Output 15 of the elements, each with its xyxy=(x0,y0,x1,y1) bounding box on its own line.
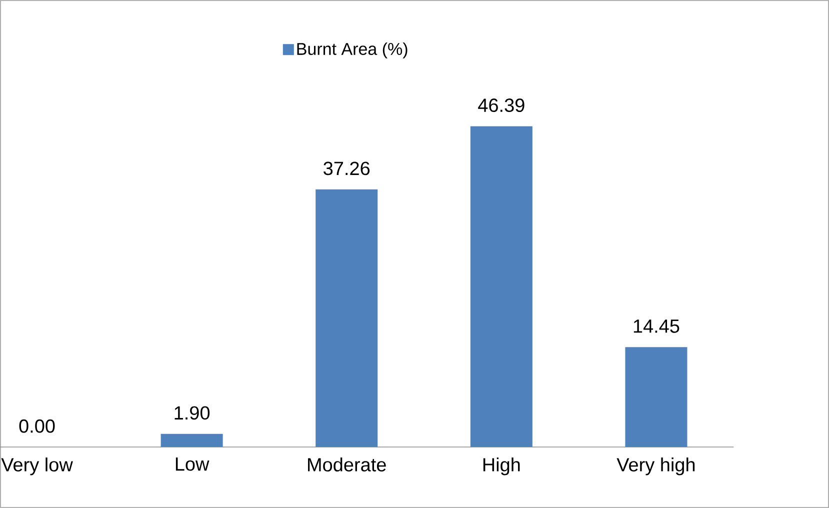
x-tick-label: Very high xyxy=(616,458,695,476)
data-label: 46.39 xyxy=(478,98,524,112)
data-label: 1.90 xyxy=(174,406,210,420)
x-tick-label: High xyxy=(483,458,520,476)
bar xyxy=(470,126,532,447)
x-tick-label: Very low xyxy=(1,458,73,476)
data-label: 37.26 xyxy=(324,162,370,176)
legend-label: Burnt Area (%) xyxy=(297,42,408,58)
bar xyxy=(316,189,378,447)
bar xyxy=(160,434,223,447)
data-label: 0.00 xyxy=(19,419,55,433)
data-label: 14.45 xyxy=(634,320,680,333)
x-tick-label: Moderate xyxy=(308,458,386,472)
bar xyxy=(625,347,688,447)
x-tick-label: Low xyxy=(176,458,210,471)
